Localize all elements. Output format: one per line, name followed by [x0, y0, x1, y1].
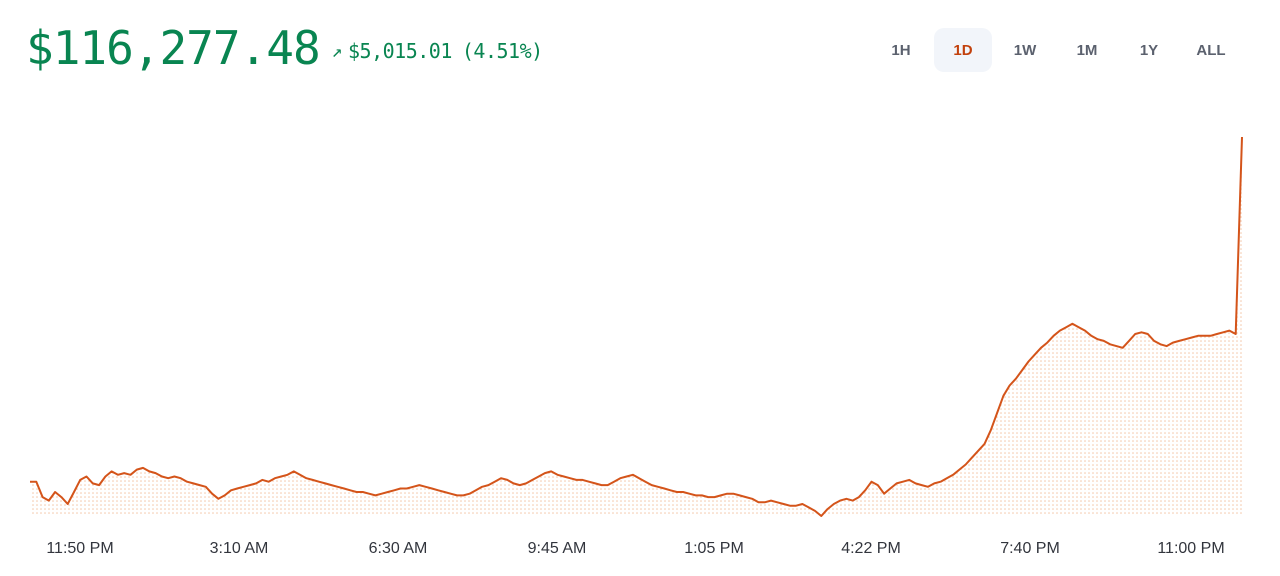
plot-area — [30, 136, 1243, 517]
change-amount: $5,015.01 — [347, 39, 452, 63]
x-tick-label: 11:00 PM — [1157, 540, 1224, 557]
time-range-selector: 1H 1D 1W 1M 1Y ALL — [868, 28, 1240, 72]
price-header: $116,277.48 ↗ $5,015.01 (4.51%) — [26, 18, 543, 78]
range-1h-button[interactable]: 1H — [891, 41, 911, 59]
current-price: $116,277.48 — [26, 21, 321, 75]
range-1w-button[interactable]: 1W — [1013, 41, 1037, 59]
price-line — [30, 136, 1243, 517]
x-tick-label: 3:10 AM — [210, 540, 269, 557]
price-change: ↗ $5,015.01 (4.51%) — [331, 39, 544, 63]
range-1m-button[interactable]: 1M — [1076, 41, 1098, 59]
x-tick-label: 11:50 PM — [46, 540, 113, 557]
range-all-button[interactable]: ALL — [1196, 41, 1226, 59]
arrow-up-right-icon: ↗ — [331, 40, 343, 62]
x-tick-label: 9:45 AM — [528, 540, 587, 557]
x-tick-label: 6:30 AM — [369, 540, 428, 557]
x-axis: 11:50 PM 3:10 AM 6:30 AM 9:45 AM 1:05 PM 4:22… — [46, 540, 1224, 557]
area-fill — [30, 137, 1242, 516]
range-1d-button[interactable]: 1D — [934, 28, 992, 72]
range-1y-button[interactable]: 1Y — [1139, 41, 1159, 59]
x-tick-label: 1:05 PM — [684, 540, 744, 557]
change-percent: (4.51%) — [461, 39, 543, 63]
x-tick-label: 7:40 PM — [1000, 540, 1060, 557]
x-tick-label: 4:22 PM — [841, 540, 901, 557]
